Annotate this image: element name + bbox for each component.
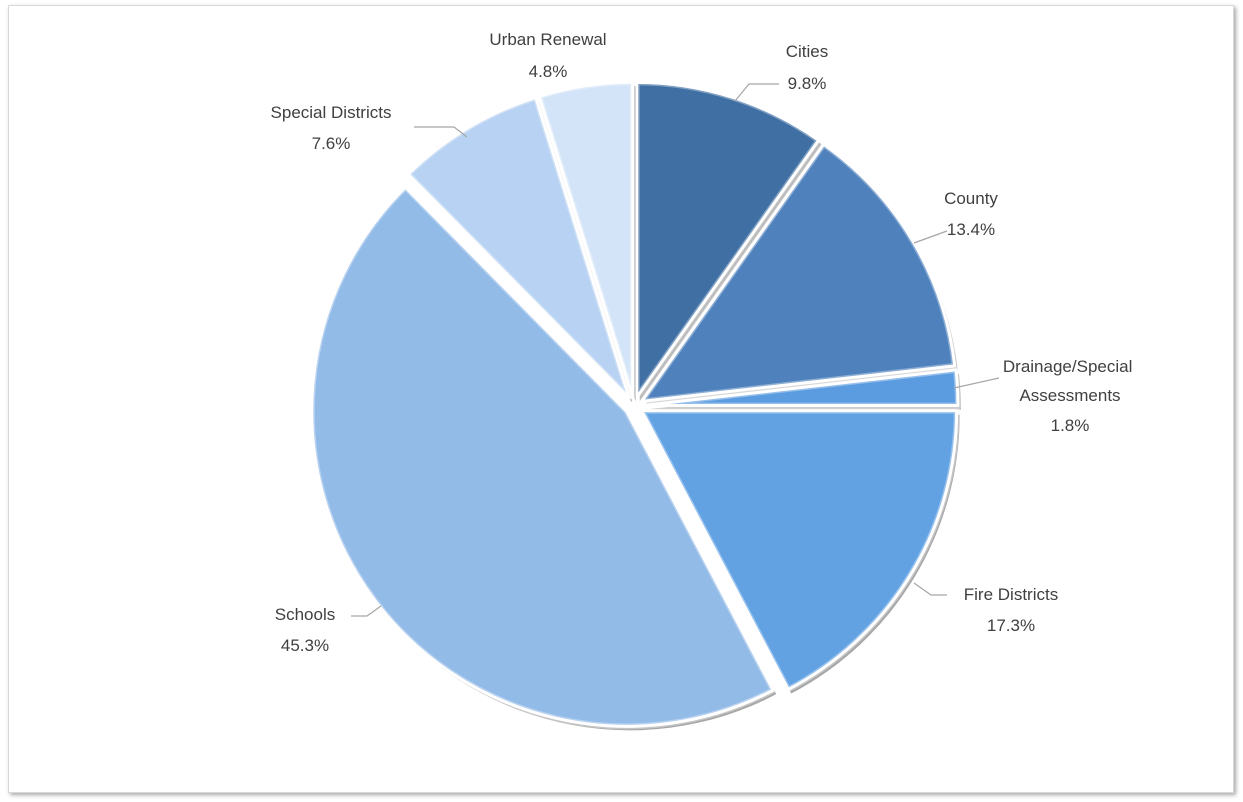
label-schools-value: 45.3% [281, 636, 329, 655]
label-county-name: County [944, 189, 998, 208]
leader-line-4 [351, 605, 382, 617]
label-cities-value: 9.8% [788, 74, 827, 93]
pie-slice-fire-districts [640, 409, 959, 692]
label-cities-name: Cities [786, 42, 829, 61]
label-drainage-name: Drainage/Special Assessments [1003, 357, 1137, 405]
leader-line-2 [953, 377, 1000, 389]
slice-bevel-5 [403, 93, 633, 401]
leader-line-1 [913, 230, 948, 244]
leader-line-0 [734, 83, 779, 102]
pie-chart: Cities 9.8% County 13.4% Drainage/Specia… [271, 30, 1137, 731]
label-fire-value: 17.3% [987, 616, 1035, 635]
chart-frame: Cities 9.8% County 13.4% Drainage/Specia… [8, 5, 1234, 793]
slice-bevel-1 [635, 140, 959, 406]
label-urban-value: 4.8% [529, 62, 568, 81]
pie-slice-county [640, 142, 957, 403]
pie-slice-schools [310, 185, 775, 728]
pie-slice-special-districts [406, 95, 631, 400]
slice-bevel-6 [535, 79, 636, 398]
pie-slice-cities [635, 80, 821, 399]
leader-line-3 [913, 582, 947, 596]
label-urban-name: Urban Renewal [489, 30, 606, 49]
slice-labels: Cities 9.8% County 13.4% Drainage/Specia… [271, 30, 1137, 655]
label-schools-name: Schools [275, 605, 335, 624]
label-special-value: 7.6% [312, 134, 351, 153]
pie-slice-urban-renewal [537, 80, 635, 399]
slice-bevel-0 [633, 79, 823, 407]
slice-bevel-4 [308, 182, 778, 730]
leader-line-5 [414, 126, 468, 138]
label-special-name: Special Districts [271, 103, 392, 122]
pie-slices [308, 79, 961, 731]
label-drainage-value: 1.8% [1051, 416, 1090, 435]
label-fire-name: Fire Districts [964, 585, 1058, 604]
label-county-value: 13.4% [947, 220, 995, 239]
leader-lines [351, 83, 1000, 617]
slice-bevel-3 [636, 407, 960, 694]
